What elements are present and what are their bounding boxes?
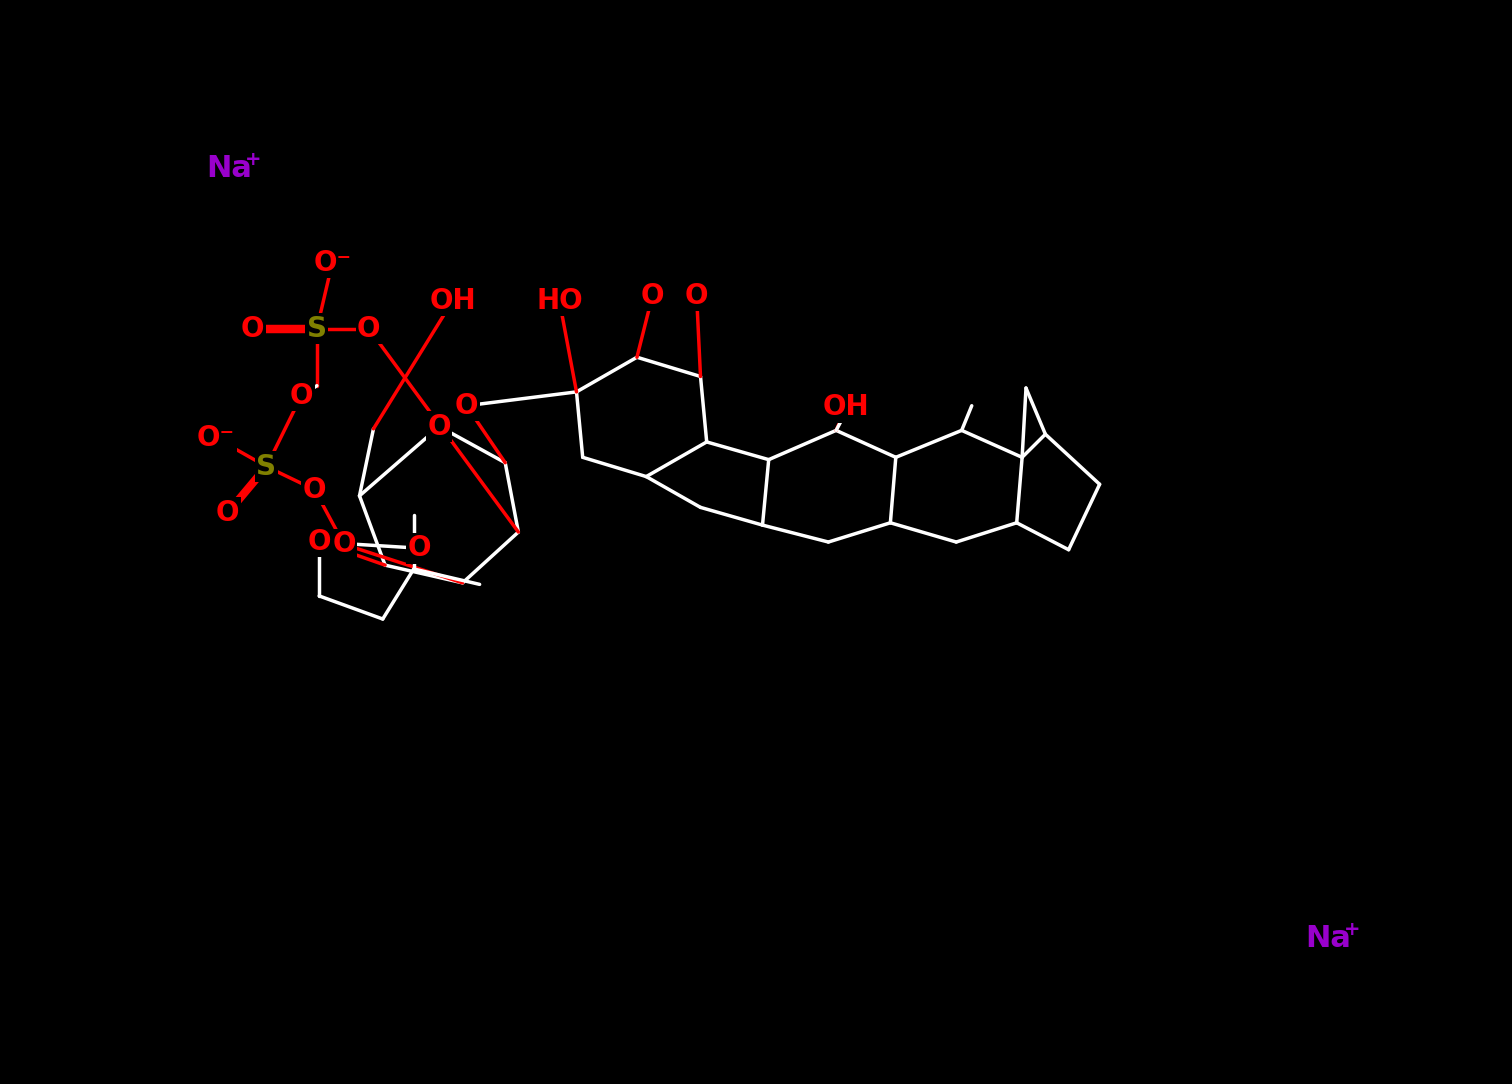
Text: O: O xyxy=(357,314,381,343)
Text: OH: OH xyxy=(429,287,476,315)
Text: +: + xyxy=(1344,920,1361,939)
Text: O: O xyxy=(290,382,313,410)
Text: Na: Na xyxy=(206,154,253,183)
Text: Na: Na xyxy=(1305,924,1350,953)
Text: O: O xyxy=(455,391,478,420)
Text: O: O xyxy=(407,534,431,563)
Text: O: O xyxy=(685,282,709,310)
Text: S: S xyxy=(307,314,327,343)
Text: O: O xyxy=(240,314,265,343)
Text: +: + xyxy=(245,150,262,169)
Text: O: O xyxy=(307,528,331,556)
Text: O: O xyxy=(216,499,239,527)
Text: S: S xyxy=(257,453,277,480)
Text: OH: OH xyxy=(823,393,869,422)
Text: O: O xyxy=(333,530,355,558)
Text: O: O xyxy=(428,413,451,440)
Text: O: O xyxy=(641,282,664,310)
Text: HO: HO xyxy=(537,287,582,315)
Text: O: O xyxy=(302,476,327,504)
Text: O⁻: O⁻ xyxy=(313,248,351,276)
Text: O⁻: O⁻ xyxy=(197,424,236,452)
